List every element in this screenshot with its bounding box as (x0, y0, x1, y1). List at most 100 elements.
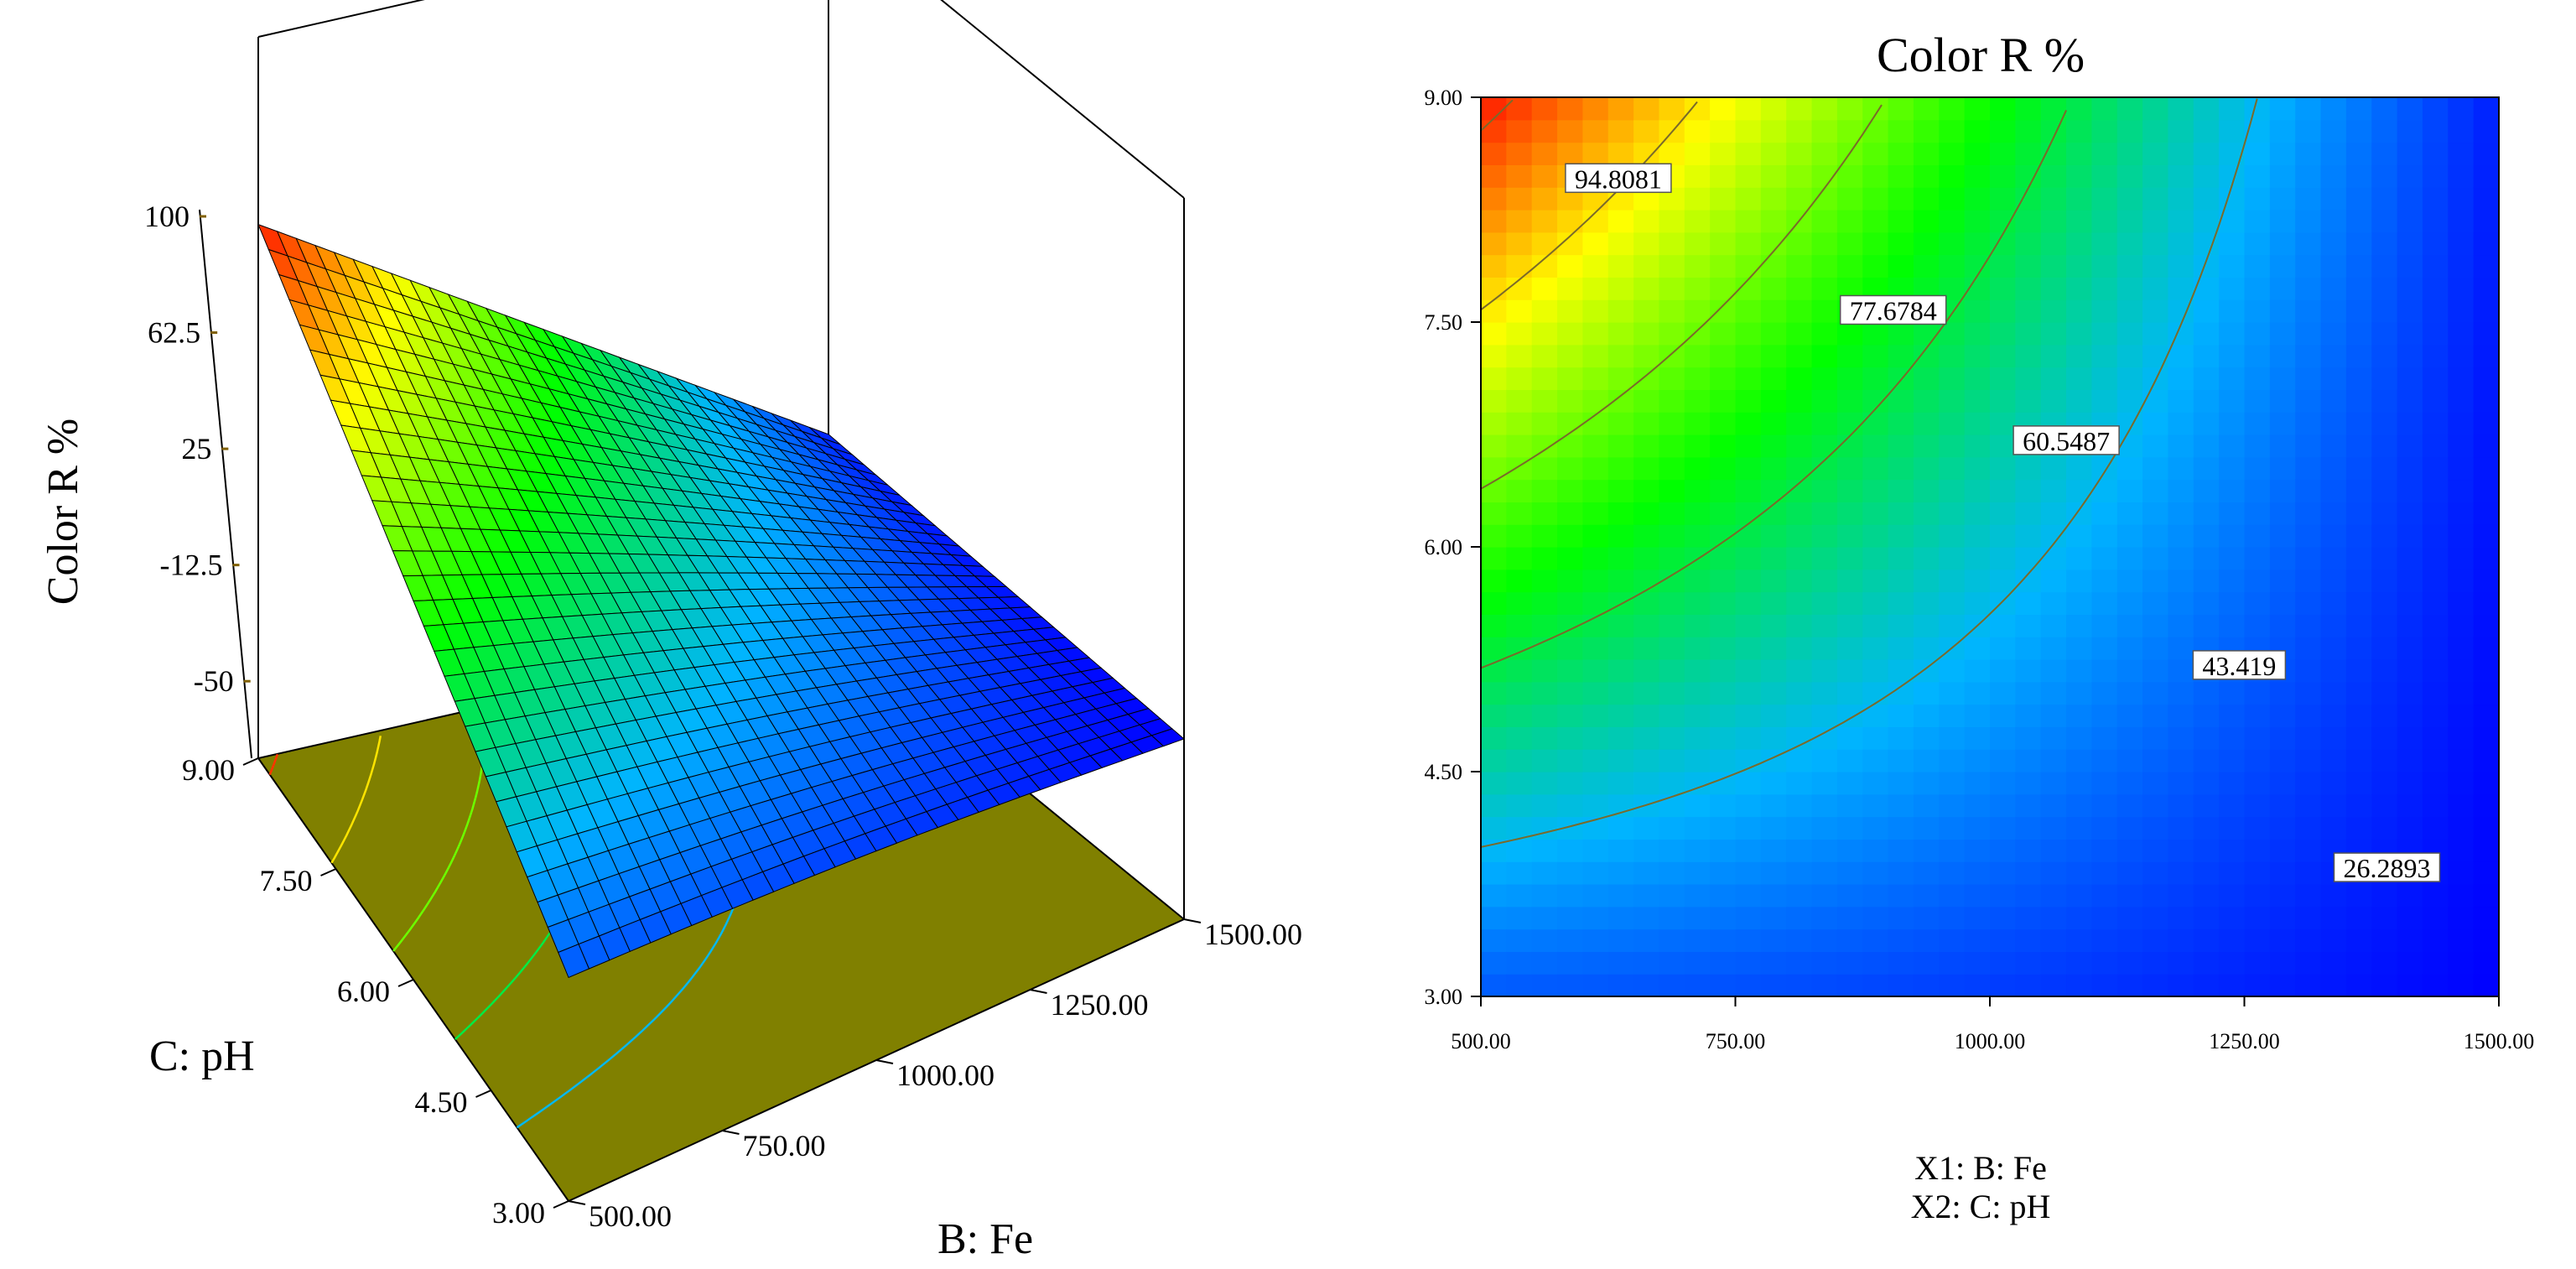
heatmap-cell (2295, 681, 2322, 705)
heatmap-cell (2269, 547, 2296, 570)
heatmap-cell (1964, 479, 1991, 502)
heatmap-cell (1684, 816, 1711, 840)
heatmap-cell (1506, 726, 1533, 750)
heatmap-cell (1836, 637, 1863, 660)
heatmap-cell (1659, 681, 1685, 705)
heatmap-cell (2091, 389, 2118, 413)
heatmap-cell (1659, 749, 1685, 772)
heatmap-cell (2116, 119, 2143, 143)
heatmap-cell (1481, 524, 1507, 548)
heatmap-cell (2168, 659, 2194, 683)
heatmap-cell (2168, 681, 2194, 705)
heatmap-cell (1964, 210, 1991, 233)
heatmap-cell (2448, 906, 2475, 930)
heatmap-cell (1531, 434, 1558, 458)
heatmap-cell (2422, 97, 2449, 121)
heatmap-cell (2345, 502, 2372, 525)
heatmap-cell (1481, 299, 1507, 323)
heatmap-cell (2168, 344, 2194, 368)
heatmap-cell (1684, 344, 1711, 368)
heatmap-cell (2269, 344, 2296, 368)
heatmap-cell (1786, 839, 1813, 862)
heatmap-cell (1811, 97, 1838, 121)
heatmap-cell (2269, 951, 2296, 975)
heatmap-cell (1710, 928, 1737, 952)
heatmap-cell (1939, 412, 1966, 435)
heatmap-cell (2473, 322, 2500, 346)
heatmap-cell (1836, 231, 1863, 256)
heatmap-cell (2116, 704, 2143, 727)
heatmap-cell (2142, 479, 2169, 502)
heatmap-cell (1811, 142, 1838, 165)
heatmap-cell (1786, 704, 1813, 727)
heatmap-cell (2269, 142, 2296, 165)
heatmap-cell (1481, 502, 1507, 525)
heatmap-cell (1939, 254, 1966, 278)
heatmap-cell (2295, 277, 2322, 300)
heatmap-cell (2066, 906, 2092, 930)
heatmap-cell (1964, 637, 1991, 660)
contour-label: 60.5487 (2023, 426, 2110, 456)
heatmap-cell (1990, 906, 2016, 930)
z-axis-label: Color R % (39, 419, 87, 605)
heatmap-cell (2345, 434, 2372, 458)
heatmap-cell (1481, 389, 1507, 413)
contour-label-box (1565, 163, 1672, 194)
heatmap-cell (1710, 322, 1737, 346)
heatmap-cell (1710, 434, 1737, 458)
heatmap-cell (1710, 569, 1737, 593)
heatmap-cell (1913, 772, 1940, 795)
heatmap-cell (1964, 659, 1991, 683)
heatmap-cell (2448, 389, 2475, 413)
heatmap-cell (2448, 793, 2475, 818)
heatmap-cell (1582, 974, 1609, 997)
heatmap-cell (1811, 502, 1838, 525)
heatmap-cell (2473, 119, 2500, 143)
heatmap-cell (2066, 547, 2092, 570)
heatmap-cell (1633, 524, 1660, 548)
heatmap-cell (2168, 726, 2194, 750)
heatmap-cell (2015, 389, 2042, 413)
heatmap-cell (2269, 389, 2296, 413)
heatmap-cell (2422, 793, 2449, 818)
heatmap-cell (1862, 119, 1889, 143)
heatmap-cell (2448, 726, 2475, 750)
x-tick-label: 500.00 (589, 1199, 672, 1233)
heatmap-cell (1582, 524, 1609, 548)
heatmap-cell (1964, 974, 1991, 997)
heatmap-cell (2371, 816, 2398, 840)
heatmap-cell (2168, 434, 2194, 458)
heatmap-cell (1811, 637, 1838, 660)
heatmap-cell (1735, 344, 1762, 368)
heatmap-cell (2091, 479, 2118, 502)
heatmap-cell (2116, 187, 2143, 211)
heatmap-cell (2320, 591, 2347, 615)
heatmap-cell (1710, 164, 1737, 188)
heatmap-cell (2142, 434, 2169, 458)
heatmap-cell (1531, 547, 1558, 570)
heatmap-cell (2345, 254, 2372, 278)
heatmap-cell (2397, 434, 2423, 458)
heatmap-cell (1607, 884, 1634, 908)
heatmap-cell (2448, 254, 2475, 278)
heatmap-cell (2219, 591, 2246, 615)
heatmap-cell (1557, 479, 1583, 502)
heatmap-cell (2116, 299, 2143, 323)
heatmap-cell (2091, 142, 2118, 165)
heatmap-cell (1888, 231, 1914, 256)
heatmap-cell (1582, 142, 1609, 165)
heatmap-cell (1939, 456, 1966, 481)
heatmap-cell (2473, 434, 2500, 458)
heatmap-cell (2015, 928, 2042, 952)
heatmap-cell (1990, 187, 2016, 211)
heatmap-cell (1710, 97, 1737, 121)
heatmap-cell (1582, 299, 1609, 323)
heatmap-cell (2422, 164, 2449, 188)
heatmap-cell (2015, 254, 2042, 278)
heatmap-cell (2040, 456, 2067, 481)
heatmap-cell (2345, 614, 2372, 637)
heatmap-cell (2193, 210, 2220, 233)
heatmap-cell (1964, 906, 1991, 930)
heatmap-cell (2397, 456, 2423, 481)
heatmap-cell (2295, 637, 2322, 660)
